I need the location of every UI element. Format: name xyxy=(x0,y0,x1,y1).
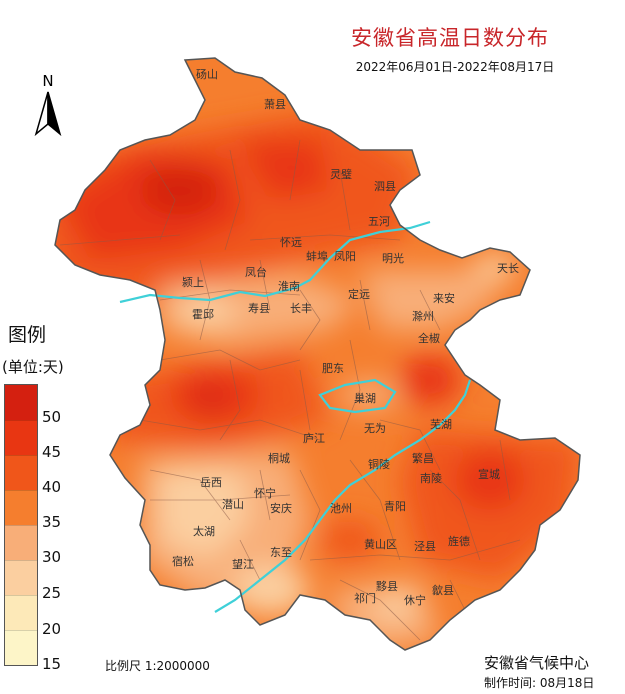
place-anqing: 安庆 xyxy=(270,501,292,515)
place-fanchang: 繁昌 xyxy=(412,451,434,465)
place-huaiyuan: 怀远 xyxy=(280,236,302,249)
place-quanjiao: 全椒 xyxy=(418,331,440,345)
zone-northeast-45 xyxy=(240,140,330,200)
legend-swatch-25 xyxy=(5,560,37,595)
place-chaohu: 巢湖 xyxy=(354,392,376,405)
place-wuhe: 五河 xyxy=(368,215,390,228)
huai-river xyxy=(119,220,431,304)
zone-central-50 xyxy=(196,388,224,412)
place-shexian: 歙县 xyxy=(432,583,454,597)
rivers xyxy=(119,220,472,613)
zone-chuzhou-45 xyxy=(400,355,460,405)
place-qingyang: 青阳 xyxy=(384,500,406,513)
place-nanling: 南陵 xyxy=(420,472,442,485)
place-dingyuan: 定远 xyxy=(348,287,370,301)
zone-east-25 xyxy=(473,254,517,282)
legend-label-20: 20 xyxy=(42,620,62,638)
place-wuwei: 无为 xyxy=(364,422,386,435)
legend-label-35: 35 xyxy=(42,513,62,531)
place-yuexi: 岳西 xyxy=(200,476,222,489)
place-huangshanqu: 黄山区 xyxy=(364,537,397,551)
map-scale: 比例尺 1:2000000 xyxy=(105,659,210,673)
zone-dabie-25 xyxy=(160,470,250,560)
county-boundaries xyxy=(59,139,521,641)
place-dongzhi: 东至 xyxy=(270,546,292,559)
place-huaining: 怀宁 xyxy=(254,486,276,500)
place-huainan: 淮南 xyxy=(278,280,300,293)
zone-north-50 xyxy=(140,165,220,215)
legend-label-50: 50 xyxy=(42,408,62,426)
place-fengyang: 凤阳 xyxy=(334,250,356,263)
zone-east-30 xyxy=(360,270,500,330)
place-yixian: 黟县 xyxy=(376,580,398,593)
place-feidong: 肥东 xyxy=(322,362,344,375)
legend-label-40: 40 xyxy=(42,478,62,496)
place-tianchang: 天长 xyxy=(497,262,519,275)
legend-swatch-50 xyxy=(5,385,37,420)
place-changfeng: 长丰 xyxy=(290,302,312,315)
place-taihu: 太湖 xyxy=(193,525,215,538)
place-huoqiu: 霍邱 xyxy=(192,308,214,321)
place-susong: 宿松 xyxy=(172,554,194,568)
place-mingguang: 明光 xyxy=(382,251,404,265)
zone-xuancheng-45 xyxy=(455,450,525,510)
place-chuzhou: 滁州 xyxy=(412,309,434,323)
production-time: 制作时间: 08月18日 xyxy=(484,676,595,690)
organization-name: 安徽省气候中心 xyxy=(484,654,590,672)
place-tongling: 铜陵 xyxy=(368,457,390,471)
north-arrow-icon: N xyxy=(34,72,62,137)
legend-swatch-45 xyxy=(5,420,37,455)
place-chizhou: 池州 xyxy=(330,502,352,515)
place-yingshang: 颍上 xyxy=(182,276,204,289)
place-wangjiang: 望江 xyxy=(232,558,254,571)
place-tongcheng: 桐城 xyxy=(268,451,290,465)
map-subtitle: 2022年06月01日-2022年08月17日 xyxy=(355,60,555,74)
legend-label-45: 45 xyxy=(42,443,62,461)
place-labels: 砀山 萧县 灵璧 泗县 五河 明光 天长 怀远 蚌埠 凤阳 定远 来安 滁州 颍… xyxy=(172,68,519,607)
place-shouxian: 寿县 xyxy=(248,301,270,315)
legend-color-scale xyxy=(4,384,38,666)
zone-south-25 xyxy=(230,565,310,615)
yangtze-river xyxy=(214,379,472,613)
place-qianshan: 潜山 xyxy=(222,497,244,511)
chaohu-lake xyxy=(318,378,397,414)
place-bengbu: 蚌埠 xyxy=(306,249,328,263)
place-wuhu: 芜湖 xyxy=(430,417,452,431)
legend-swatch-35 xyxy=(5,490,37,525)
legend-title: 图例 xyxy=(8,324,47,346)
zone-tongling-45 xyxy=(320,520,380,560)
place-xiuning: 休宁 xyxy=(404,593,426,607)
north-label: N xyxy=(42,72,53,90)
place-laian: 来安 xyxy=(433,291,455,305)
map-title: 安徽省高温日数分布 xyxy=(351,26,549,50)
legend-label-25: 25 xyxy=(42,584,62,602)
legend-label-30: 30 xyxy=(42,548,62,566)
legend-unit: (单位:天) xyxy=(2,358,64,376)
legend-swatch-40 xyxy=(5,455,37,490)
place-xiaoxian: 萧县 xyxy=(264,98,286,111)
legend-label-15: 15 xyxy=(42,655,62,673)
legend-swatch-30 xyxy=(5,525,37,560)
place-xuancheng: 宣城 xyxy=(478,467,500,481)
place-dangshan: 砀山 xyxy=(196,68,218,81)
place-jingde: 旌德 xyxy=(448,534,470,548)
zone-huangshan-25 xyxy=(373,591,417,619)
legend-swatch-20 xyxy=(5,595,37,630)
place-fengtai: 凤台 xyxy=(245,265,267,279)
place-jingxian: 泾县 xyxy=(414,540,436,553)
place-lingbi: 灵璧 xyxy=(330,167,352,181)
legend-swatch-15 xyxy=(5,630,37,665)
zone-huai-25 xyxy=(175,296,235,328)
place-sixian: 泗县 xyxy=(374,180,396,193)
place-lujiang: 庐江 xyxy=(303,431,325,445)
place-qimen: 祁门 xyxy=(354,591,376,605)
